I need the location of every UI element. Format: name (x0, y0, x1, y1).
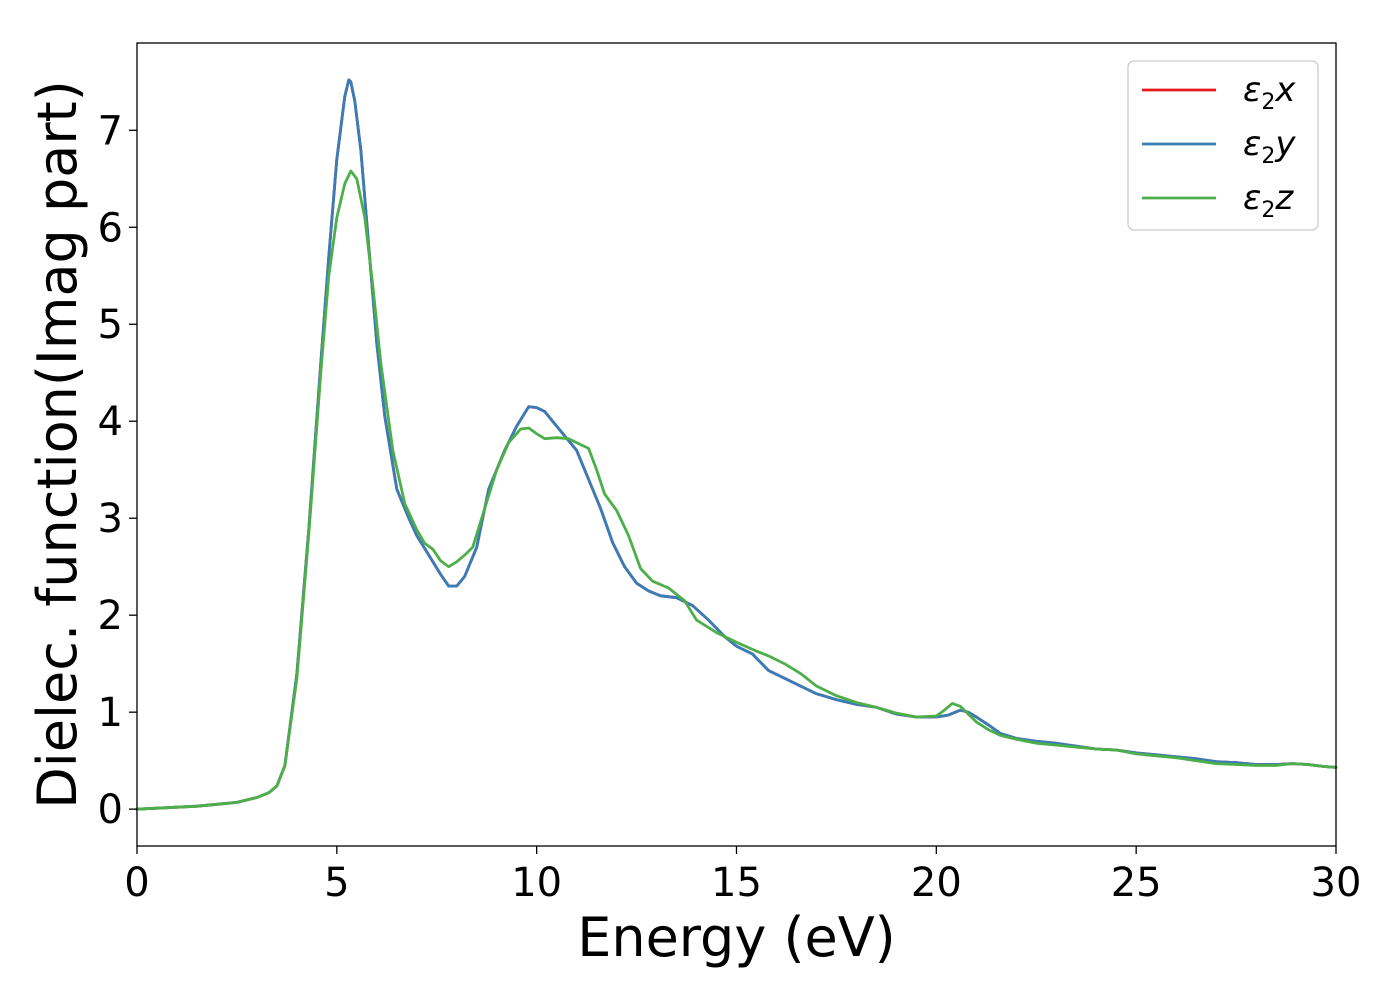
legend-label: ε2x (1243, 70, 1296, 115)
y-tick-label: 6 (98, 205, 123, 251)
y-axis-title: Dielec. function(Imag part) (26, 80, 89, 809)
x-axis: 0 5 10 15 20 25 30 (124, 846, 1361, 906)
legend-label-base: ε (1243, 178, 1261, 218)
legend-label: ε2z (1243, 178, 1294, 223)
x-tick-label: 15 (711, 860, 762, 906)
legend-label-subscript: 2 (1261, 90, 1275, 115)
y-tick-label: 3 (98, 496, 123, 542)
series-line-2 (135, 78, 1338, 811)
y-tick-label: 1 (98, 690, 123, 736)
x-tick-label: 5 (324, 860, 349, 906)
x-tick-label: 20 (911, 860, 962, 906)
y-tick-label: 4 (98, 399, 123, 445)
legend-label-subscript: 2 (1261, 198, 1275, 223)
legend-label-base: ε (1243, 70, 1261, 110)
legend-label-base: ε (1243, 124, 1261, 164)
legend-label-suffix: z (1274, 178, 1294, 218)
x-tick-label: 25 (1111, 860, 1162, 906)
legend-box (1127, 60, 1319, 231)
x-axis-title: Energy (eV) (577, 906, 896, 969)
y-tick-label: 0 (98, 787, 123, 833)
x-tick-label: 0 (124, 860, 149, 906)
x-tick-label: 30 (1311, 860, 1362, 906)
y-tick-label: 7 (98, 108, 123, 154)
x-tick-label: 10 (511, 860, 562, 906)
legend-label-subscript: 2 (1261, 144, 1275, 169)
legend-label-suffix: x (1274, 70, 1296, 110)
legend-label: ε2y (1243, 124, 1296, 169)
series-line-3 (135, 169, 1338, 811)
series-layer (135, 78, 1338, 811)
y-tick-label: 5 (98, 302, 123, 348)
y-tick-label: 2 (98, 593, 123, 639)
legend-label-suffix: y (1274, 124, 1296, 164)
y-axis: 0 1 2 3 4 5 6 7 (98, 108, 137, 833)
